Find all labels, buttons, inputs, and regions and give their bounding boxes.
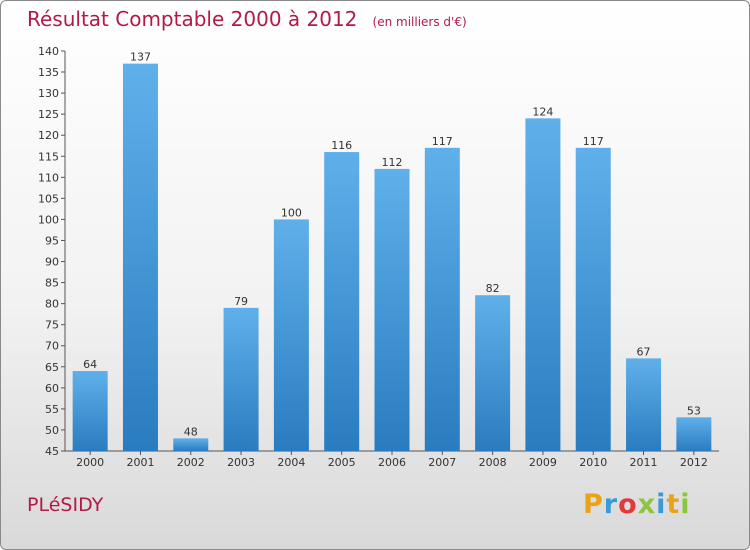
chart-subtitle: (en milliers d'€) <box>372 15 467 29</box>
y-tick-label: 70 <box>45 340 59 353</box>
data-label-2010: 117 <box>583 135 604 148</box>
y-tick-label: 60 <box>45 382 59 395</box>
data-label-2002: 48 <box>184 425 198 438</box>
y-tick-label: 125 <box>38 108 59 121</box>
chart-header: Résultat Comptable 2000 à 2012 (en milli… <box>27 7 467 31</box>
logo-letter: P <box>583 489 604 520</box>
y-tick-label: 140 <box>38 45 59 58</box>
x-tick-label: 2002 <box>177 456 205 469</box>
bar-2000 <box>72 371 108 451</box>
logo-letter: t <box>666 489 681 520</box>
data-label-2009: 124 <box>532 105 553 118</box>
logo-letter: i <box>680 489 691 520</box>
x-tick-label: 2011 <box>630 456 658 469</box>
x-tick-label: 2010 <box>579 456 607 469</box>
bar-2011 <box>626 358 662 451</box>
data-label-2008: 82 <box>486 282 500 295</box>
x-tick-label: 2005 <box>328 456 356 469</box>
data-label-2004: 100 <box>281 206 302 219</box>
proxiti-logo[interactable]: Proxiti <box>583 489 691 520</box>
y-axis: 45 50 55 60 65 70 75 80 85 90 95 100 105 110 115 120 125… <box>38 45 66 458</box>
x-tick-label: 2001 <box>126 456 154 469</box>
logo-letter: i <box>656 489 667 520</box>
y-tick-label: 105 <box>38 192 59 205</box>
data-label-2006: 112 <box>382 156 403 169</box>
bar-2003 <box>223 307 259 451</box>
logo-letter: r <box>603 489 619 520</box>
bar-2002 <box>173 438 209 451</box>
x-tick-label: 2004 <box>277 456 305 469</box>
x-tick-label: 2007 <box>428 456 456 469</box>
data-label-2005: 116 <box>331 139 352 152</box>
x-axis: 2000 2001 2002 2003 2004 2005 2006 2007 2008 2009… <box>65 450 719 469</box>
x-tick-label: 2008 <box>479 456 507 469</box>
bar-2009 <box>525 118 561 452</box>
data-label-2001: 137 <box>130 51 151 64</box>
bar-2007 <box>424 147 460 451</box>
logo-letter: o <box>618 489 638 520</box>
y-tick-label: 95 <box>45 234 59 247</box>
y-tick-label: 65 <box>45 361 59 374</box>
y-tick-label: 100 <box>38 213 59 226</box>
x-tick-label: 2003 <box>227 456 255 469</box>
bar-series: 64 137 48 79 100 116 112 117 82 124 117 67 53 <box>72 51 712 452</box>
bar-2012 <box>676 417 712 451</box>
data-label-2011: 67 <box>637 345 651 358</box>
x-tick-label: 2009 <box>529 456 557 469</box>
x-tick-label: 2006 <box>378 456 406 469</box>
x-tick-label: 2000 <box>76 456 104 469</box>
y-tick-label: 80 <box>45 298 59 311</box>
y-tick-label: 130 <box>38 87 59 100</box>
chart-title: Résultat Comptable 2000 à 2012 <box>27 7 358 31</box>
bar-2005 <box>324 152 360 452</box>
bar-2008 <box>475 295 511 451</box>
x-tick-label: 2012 <box>680 456 708 469</box>
y-tick-label: 85 <box>45 277 59 290</box>
y-tick-label: 75 <box>45 319 59 332</box>
y-tick-label: 115 <box>38 150 59 163</box>
logo-letter: x <box>637 489 657 520</box>
y-tick-label: 50 <box>45 424 59 437</box>
data-label-2012: 53 <box>687 404 701 417</box>
y-tick-label: 90 <box>45 256 59 269</box>
y-tick-label: 120 <box>38 129 59 142</box>
y-tick-label: 110 <box>38 171 59 184</box>
data-label-2003: 79 <box>234 295 248 308</box>
bar-2006 <box>374 168 410 452</box>
bar-2001 <box>122 63 158 451</box>
commune-name: PLéSIDY <box>27 494 104 516</box>
y-tick-label: 45 <box>45 445 59 458</box>
data-label-2007: 117 <box>432 135 453 148</box>
bar-2004 <box>273 219 309 451</box>
bar-2010 <box>575 147 611 451</box>
y-tick-label: 135 <box>38 66 59 79</box>
data-label-2000: 64 <box>83 358 97 371</box>
y-tick-label: 55 <box>45 403 59 416</box>
